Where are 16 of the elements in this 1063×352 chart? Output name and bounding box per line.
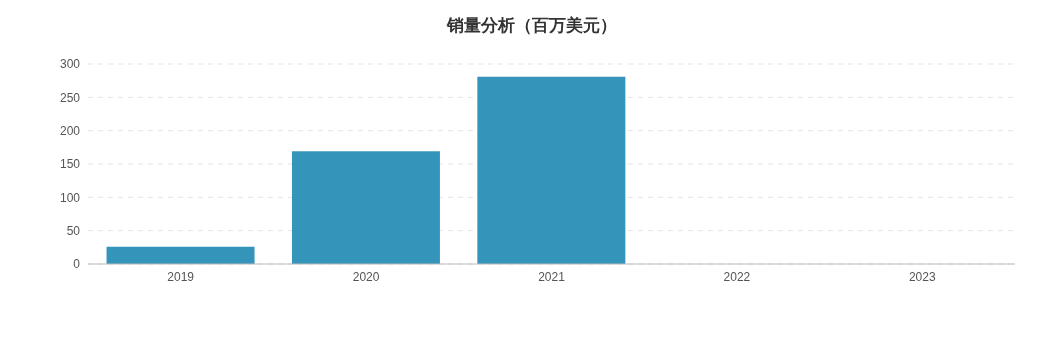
y-tick-label: 100 (59, 190, 81, 205)
y-tick-label: 200 (59, 123, 81, 138)
y-tick-label: 250 (59, 90, 81, 105)
x-tick-label: 2020 (352, 269, 380, 284)
y-tick-label: 300 (59, 57, 81, 72)
x-tick-label: 2019 (167, 269, 195, 284)
bar (477, 76, 626, 264)
bar (291, 151, 440, 264)
y-tick-label: 150 (59, 157, 81, 172)
x-tick-label: 2021 (538, 269, 566, 284)
chart-title: 销量分析（百万美元） (445, 15, 618, 37)
x-tick-label: 2022 (723, 269, 751, 284)
y-tick-label: 50 (66, 223, 81, 238)
y-tick-label: 0 (73, 257, 81, 272)
x-tick-label: 2023 (908, 269, 936, 284)
bar (106, 246, 255, 264)
